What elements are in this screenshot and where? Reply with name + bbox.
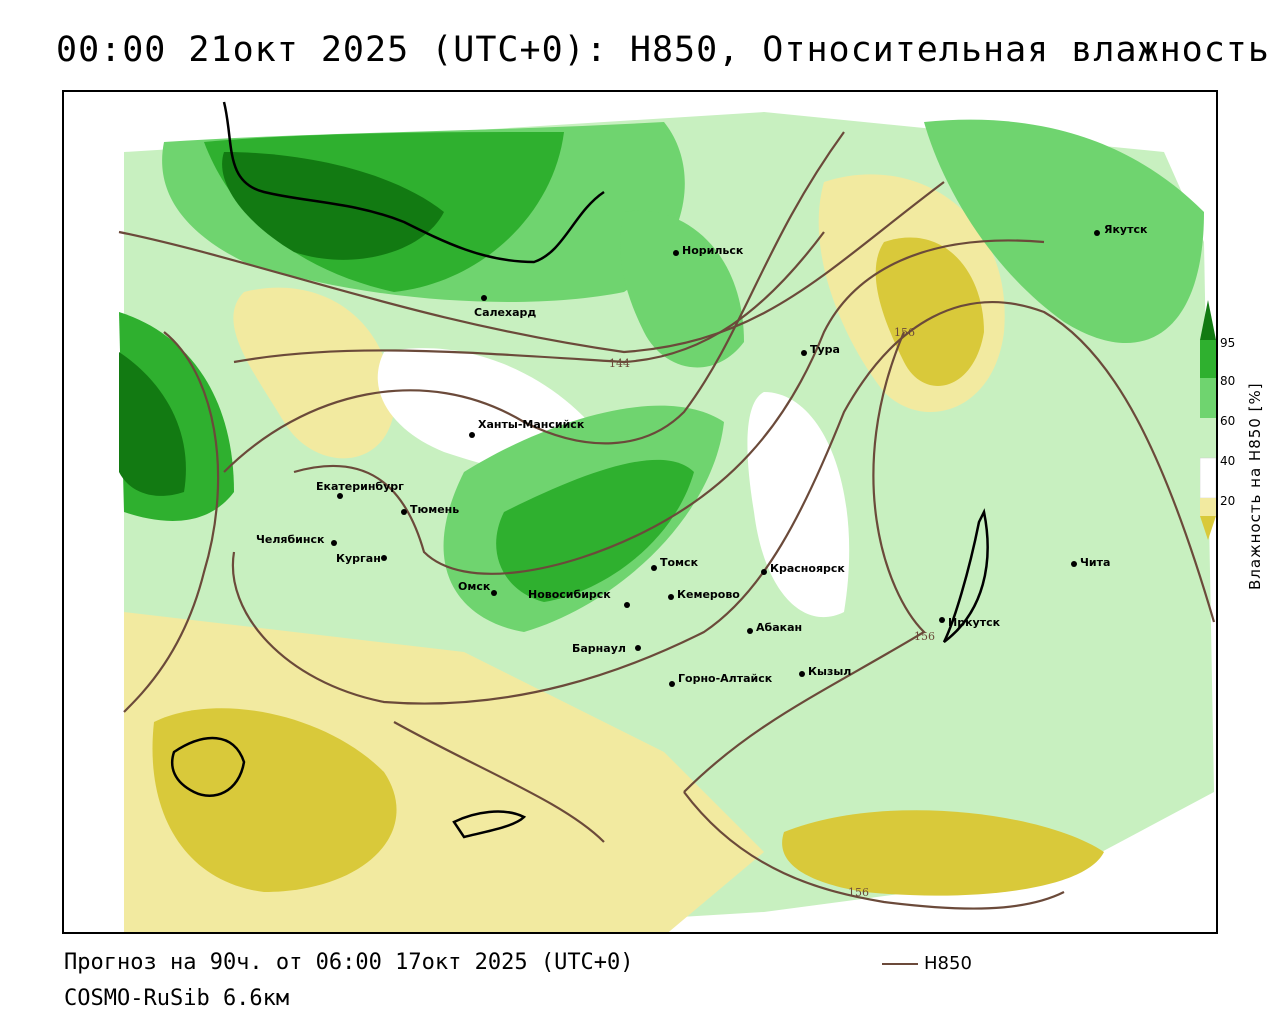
colorbar-title: Влажность на H850 [%] <box>1246 382 1264 590</box>
city-chelyabinsk: Челябинск <box>256 533 325 546</box>
city-dot <box>331 540 337 546</box>
city-dot <box>668 594 674 600</box>
city-krasnoyarsk: Красноярск <box>770 562 845 575</box>
city-dot <box>481 295 487 301</box>
neutral-area-yenisei <box>747 392 850 618</box>
city-dot <box>381 555 387 561</box>
colorbar-tick-80: 80 <box>1220 374 1236 388</box>
h850-legend-line <box>882 962 918 965</box>
city-dot <box>1094 230 1100 236</box>
h850-contour <box>293 239 1045 575</box>
city-omsk: Омск <box>458 580 491 593</box>
h850-contour <box>393 721 605 843</box>
saturated-area-yamal <box>222 152 444 260</box>
city-yakutsk: Якутск <box>1104 223 1148 236</box>
city-barnaul: Барнаул <box>572 642 626 655</box>
colorbar-tick-40: 40 <box>1220 454 1236 468</box>
contour-label-156-b: 156 <box>914 630 935 643</box>
colorbar-band-80-95 <box>1200 340 1216 378</box>
contour-labels: 144 156 156 156 <box>609 326 935 899</box>
city-dot <box>673 250 679 256</box>
wet-area-norilsk <box>620 210 744 368</box>
city-norilsk: Норильск <box>682 244 744 257</box>
city-kyzyl: Кызыл <box>808 665 851 678</box>
city-dot <box>491 590 497 596</box>
humidity-colorbar <box>1200 300 1216 540</box>
city-dot <box>799 671 805 677</box>
city-kemerovo: Кемерово <box>677 588 740 601</box>
h850-contour <box>683 331 926 793</box>
colorbar-tick-95: 95 <box>1220 336 1236 350</box>
weather-map[interactable]: 144 156 156 156 Якутск Норильск Салехард… <box>62 90 1218 934</box>
very-dry-area-north <box>875 237 984 386</box>
city-dot <box>669 681 675 687</box>
map-canvas: 144 156 156 156 Якутск Норильск Салехард… <box>64 92 1216 932</box>
city-dot <box>635 645 641 651</box>
caspian-sea <box>170 736 246 797</box>
colorbar-band-0-20 <box>1200 498 1216 516</box>
city-salekhard: Салехард <box>474 306 536 319</box>
colorbar-tick-20: 20 <box>1220 494 1236 508</box>
colorbar-band-20-40 <box>1200 457 1216 499</box>
city-khanty-mansiysk: Ханты-Мансийск <box>478 418 585 431</box>
h850-contour <box>683 791 1065 910</box>
city-dot <box>401 509 407 515</box>
city-chita: Чита <box>1080 556 1110 569</box>
lake-balkhash <box>452 810 527 839</box>
city-dot <box>761 569 767 575</box>
city-tomsk: Томск <box>660 556 699 569</box>
h850-contour <box>118 181 945 354</box>
model-info: COSMO-RuSib 6.6км <box>64 986 290 1011</box>
h850-contour <box>233 231 825 364</box>
colorbar-top-arrow <box>1200 300 1216 340</box>
h850-contour <box>223 131 845 473</box>
city-dot <box>801 350 807 356</box>
city-gorno-altaysk: Горно-Алтайск <box>678 672 773 685</box>
city-abakan: Абакан <box>756 621 802 634</box>
arctic-coastline <box>222 101 605 264</box>
city-irkutsk: Иркутск <box>948 616 1001 629</box>
very-dry-area-sw <box>152 708 397 892</box>
contour-label-144: 144 <box>609 357 630 370</box>
city-dot <box>939 617 945 623</box>
city-dot <box>1071 561 1077 567</box>
colorbar-band-60-80 <box>1200 378 1216 418</box>
city-dot <box>747 628 753 634</box>
city-dot <box>337 493 343 499</box>
lake-baikal <box>942 508 989 643</box>
forecast-info: Прогноз на 90ч. от 06:00 17окт 2025 (UTC… <box>64 950 634 975</box>
colorbar-bottom-arrow <box>1200 516 1216 540</box>
city-dot <box>651 565 657 571</box>
contour-label-156-c: 156 <box>848 886 869 899</box>
contour-label-156-a: 156 <box>894 326 915 339</box>
colorbar-tick-60: 60 <box>1220 414 1236 428</box>
city-dot <box>469 432 475 438</box>
h850-legend-label: H850 <box>924 953 972 974</box>
cities: Якутск Норильск Салехард Тура Ханты-Манс… <box>256 223 1148 687</box>
city-dot <box>624 602 630 608</box>
map-title: 00:00 21окт 2025 (UTC+0): H850, Относите… <box>56 30 1270 70</box>
wet-area-yakutia <box>924 119 1204 344</box>
city-tura: Тура <box>810 343 840 356</box>
city-yekaterinburg: Екатеринбург <box>316 480 404 493</box>
city-novosibirsk: Новосибирск <box>528 588 611 601</box>
saturated-area-west <box>119 352 186 496</box>
coastlines <box>170 101 989 839</box>
dry-area-ural <box>233 287 394 459</box>
h850-contour <box>123 331 220 713</box>
h850-legend: H850 <box>882 953 972 974</box>
colorbar-band-40-60 <box>1200 418 1216 458</box>
city-kurgan: Курган <box>336 552 381 565</box>
h850-contour <box>231 301 1216 705</box>
h850-contours <box>118 131 1216 910</box>
city-tyumen: Тюмень <box>410 503 459 516</box>
very-dry-area-se <box>782 810 1104 896</box>
